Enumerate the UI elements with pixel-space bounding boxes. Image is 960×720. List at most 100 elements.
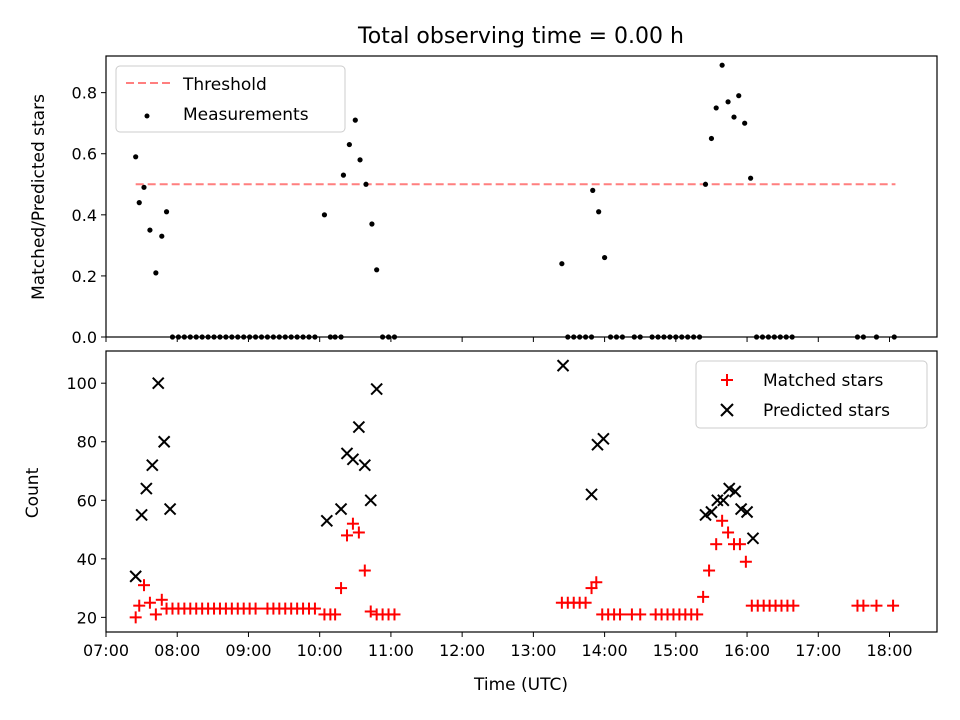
- matched-star-point: [137, 579, 150, 592]
- measurements-legend-label: Measurements: [183, 105, 309, 125]
- measurement-point: [748, 175, 754, 181]
- predicted-star-point: [346, 453, 360, 466]
- measurement-point: [736, 93, 742, 99]
- bottom-legend: Matched stars Predicted stars: [695, 360, 928, 429]
- predicted-star-point: [740, 505, 754, 519]
- matched-star-point: [634, 608, 647, 621]
- top-legend: Threshold Measurements: [115, 65, 346, 133]
- matched-star-point: [697, 590, 710, 603]
- bottom-y-tick-label: 60: [77, 491, 97, 510]
- bottom-x-tick-label: 12:00: [439, 641, 485, 660]
- matched-star-point: [155, 593, 168, 606]
- predicted-star-point: [140, 482, 153, 495]
- predicted-star-point: [705, 505, 718, 519]
- bottom-y-axis-label: Count: [23, 467, 43, 518]
- top-y-axis-label: Matched/Predicted stars: [29, 94, 49, 300]
- bottom-x-axis-label: Time (UTC): [473, 675, 568, 695]
- predicted-star-point: [717, 494, 730, 507]
- measurement-point: [731, 114, 737, 120]
- measurement-point: [708, 135, 715, 142]
- bottom-x-tick-label: 15:00: [653, 641, 699, 660]
- measurement-point: [713, 105, 719, 111]
- bottom-x-tick-label: 07:00: [83, 641, 129, 660]
- top-y-tick-label: 0.2: [72, 267, 97, 286]
- matched-star-point: [149, 608, 162, 621]
- top-axes-frame: [105, 55, 938, 338]
- bottom-x-tick-label: 18:00: [866, 641, 912, 660]
- predicted-legend-label: Predicted stars: [763, 401, 890, 421]
- bottom-panel: Count Time (UTC) 20 40 60 80 100 07:00 08:00 09…: [23, 350, 938, 695]
- matched-star-point: [133, 599, 146, 612]
- bottom-axes-frame: [105, 350, 938, 633]
- predicted-star-point: [152, 376, 165, 390]
- matched-star-point: [129, 611, 142, 624]
- predicted-star-point: [699, 508, 712, 522]
- matched-star-point: [722, 526, 735, 539]
- measurement-point: [163, 209, 170, 215]
- measurement-point: [357, 157, 363, 163]
- measurement-point: [725, 99, 731, 105]
- measurement-point: [136, 200, 142, 206]
- predicted-star-point: [129, 570, 142, 583]
- predicted-star-point: [157, 435, 171, 448]
- measurement-point: [559, 261, 565, 267]
- measurement-point: [352, 117, 358, 123]
- bottom-x-tick-label: 13:00: [510, 641, 556, 660]
- bottom-y-tick-label: 20: [77, 608, 97, 627]
- matched-star-point: [352, 526, 365, 539]
- bottom-legend-box: [695, 360, 928, 429]
- predicted-star-point: [585, 488, 598, 501]
- bottom-y-tick-label: 40: [77, 550, 97, 569]
- threshold-legend-label: Threshold: [182, 75, 267, 95]
- top-y-tick-label: 0.4: [72, 206, 97, 225]
- matched-star-point: [340, 529, 353, 542]
- predicted-star-point: [352, 420, 366, 434]
- matched-star-point: [308, 602, 321, 615]
- predicted-star-point: [320, 514, 334, 527]
- measurement-point: [742, 120, 748, 126]
- measurements-legend-swatch: [144, 113, 150, 119]
- matched-star-point: [733, 538, 746, 551]
- matched-star-point: [249, 602, 262, 615]
- predicted-star-point: [556, 359, 570, 372]
- measurement-point: [374, 267, 380, 273]
- matched-star-point: [358, 564, 371, 577]
- measurement-point: [369, 221, 375, 227]
- matched-star-point: [703, 564, 716, 577]
- top-legend-box: [115, 65, 346, 133]
- matched-star-point: [870, 599, 883, 612]
- measurement-point: [596, 209, 602, 215]
- measurement-point: [133, 154, 139, 160]
- predicted-star-point: [163, 502, 177, 516]
- predicted-star-point: [723, 482, 736, 495]
- matched-star-point: [346, 517, 359, 530]
- matched-star-point: [388, 608, 401, 621]
- top-y-tick-label: 0.0: [72, 328, 97, 347]
- measurement-point: [719, 62, 725, 68]
- matched-star-point: [329, 608, 342, 621]
- matched-legend-label: Matched stars: [763, 371, 883, 391]
- predicted-star-point: [370, 382, 383, 396]
- bottom-axis-ticks: 20 40 60 80 100 07:00 08:00 09:00 10:00 11:00 12:0…: [66, 374, 912, 660]
- matched-star-point: [143, 596, 156, 609]
- measurement-point: [363, 181, 369, 187]
- matched-star-point: [364, 605, 377, 618]
- predicted-legend-swatch: [720, 403, 734, 417]
- top-y-tick-label: 0.6: [72, 145, 97, 164]
- predicted-star-point: [364, 494, 377, 507]
- bottom-x-tick-label: 10:00: [297, 641, 343, 660]
- top-y-tick-label: 0.8: [72, 84, 97, 103]
- matched-star-point: [579, 596, 592, 609]
- measurement-point: [141, 184, 147, 190]
- predicted-star-point: [597, 432, 610, 446]
- bottom-x-tick-label: 17:00: [795, 641, 841, 660]
- matched-legend-swatch: [721, 374, 733, 386]
- bottom-x-tick-label: 14:00: [582, 641, 628, 660]
- measurement-point: [602, 254, 608, 261]
- top-plot-area: [133, 62, 897, 340]
- measurement-point: [147, 227, 153, 233]
- predicted-star-point: [728, 485, 742, 498]
- predicted-star-point: [746, 532, 760, 545]
